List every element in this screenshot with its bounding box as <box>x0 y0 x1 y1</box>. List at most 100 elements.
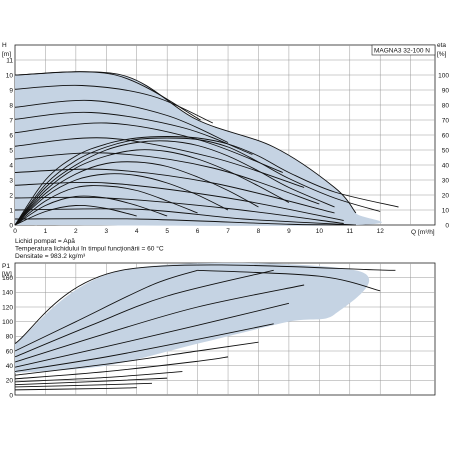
y-tick-label: 20 <box>6 378 14 385</box>
curve-15 <box>14 140 335 226</box>
curve-3 <box>14 284 305 363</box>
curve-11 <box>14 218 356 226</box>
curve-19 <box>14 185 198 226</box>
curve-7 <box>14 168 335 214</box>
curve-21 <box>14 204 137 226</box>
y2-tick-label: 30 <box>442 177 450 184</box>
x-tick-label: 7 <box>226 228 230 235</box>
y-tick-label: 5 <box>9 147 13 154</box>
x-tick-label: 4 <box>135 228 139 235</box>
y2-tick-label: 60 <box>442 132 450 139</box>
y-tick-label: 7 <box>9 117 13 124</box>
x-tick-label: 11 <box>346 228 353 235</box>
curve-3 <box>14 111 253 155</box>
y-tick-label: 160 <box>2 275 13 282</box>
top-curves <box>14 71 399 226</box>
y-tick-label: 40 <box>6 363 14 370</box>
y-tick-label: 6 <box>9 132 13 139</box>
x-tick-label: 10 <box>316 228 324 235</box>
y-tick-label: 4 <box>9 162 13 169</box>
y-tick-label: 140 <box>2 290 13 297</box>
model-label: MAGNA3 32-100 N <box>374 48 430 55</box>
y2-tick-label: 70 <box>442 117 450 124</box>
curve-16 <box>14 149 290 226</box>
note-temperature: Temperatura lichidului în timpul funcțio… <box>15 245 164 253</box>
y-tick-label: 120 <box>2 304 13 311</box>
y-tick-label: 0 <box>9 222 13 229</box>
curve-8 <box>14 371 183 383</box>
y2-tick-label: 50 <box>442 147 450 154</box>
y-tick-label: 0 <box>9 392 13 399</box>
curve-2 <box>14 99 229 143</box>
curve-11 <box>14 387 137 391</box>
y-tick-label: 3 <box>9 177 13 184</box>
x-tick-label: 8 <box>257 228 261 235</box>
curve-10 <box>14 382 152 388</box>
y2-tick-label: 10 <box>442 207 450 214</box>
curve-5 <box>14 323 274 372</box>
y-axis-label-p1: P1 <box>2 263 10 270</box>
curve-0 <box>14 264 396 345</box>
x-tick-label: 9 <box>287 228 291 235</box>
x-axis-label-q: Q <box>411 229 416 236</box>
y2-tick-label: 40 <box>442 162 450 169</box>
x-tick-label: 6 <box>196 228 200 235</box>
y-axis-unit-m: [m] <box>2 51 11 58</box>
curve-12 <box>197 269 381 292</box>
x-tick-label: 1 <box>44 228 48 235</box>
y-tick-label: 10 <box>6 72 14 79</box>
model-label-box <box>371 44 436 56</box>
y-axis-label-h: H <box>2 42 7 49</box>
y-tick-label: 11 <box>6 57 13 64</box>
curve-14 <box>14 137 381 226</box>
y-tick-label: 60 <box>6 348 14 355</box>
curve-4 <box>14 122 283 173</box>
curve-9 <box>14 377 168 386</box>
y2-tick-label: 0 <box>445 222 449 229</box>
curve-8 <box>14 181 344 221</box>
x-tick-label: 2 <box>74 228 78 235</box>
curve-6 <box>14 341 259 376</box>
curve-4 <box>14 302 290 368</box>
x-tick-label: 0 <box>13 228 17 235</box>
x-axis-unit: [m³/h] <box>418 229 435 236</box>
curve-13 <box>14 136 399 226</box>
y-tick-label: 80 <box>6 334 14 341</box>
y2-tick-label: 20 <box>442 192 450 199</box>
y-axis-unit-w: [W] <box>2 271 12 278</box>
y2-axis-label-eta: eta <box>437 42 446 49</box>
curve-10 <box>14 208 356 226</box>
curve-20 <box>14 195 168 226</box>
curve-12 <box>14 71 357 214</box>
curve-2 <box>14 269 274 358</box>
y-tick-label: 100 <box>2 319 13 326</box>
curve-18 <box>14 173 229 226</box>
y2-axis-unit-pct: [%] <box>437 51 447 58</box>
curve-1 <box>14 269 198 352</box>
note-density: Densitate = 983.2 kg/m³ <box>15 253 86 260</box>
y2-tick-label: 80 <box>442 102 450 109</box>
curve-1 <box>14 84 214 124</box>
y2-tick-label: 90 <box>442 87 450 94</box>
x-tick-label: 12 <box>377 228 385 235</box>
bottom-curves <box>14 264 396 391</box>
top-y2-tick-labels: 0 10 20 30 40 50 60 70 80 90 100 <box>438 72 449 229</box>
curve-6 <box>14 152 320 205</box>
y2-tick-label: 100 <box>438 72 449 79</box>
curve-5 <box>14 137 305 188</box>
top-y-tick-labels: 0 1 2 3 4 5 6 7 8 9 10 11 <box>6 57 14 229</box>
bottom-y-tick-labels: 0 20 40 60 80 100 120 140 160 <box>2 275 13 399</box>
y-tick-label: 8 <box>9 102 13 109</box>
top-x-tick-labels: 0 1 2 3 4 5 6 7 8 9 10 11 12 <box>13 228 384 235</box>
y-tick-label: 2 <box>9 192 13 199</box>
top-operating-area <box>15 71 382 226</box>
operating-area <box>15 71 382 226</box>
x-tick-label: 5 <box>165 228 169 235</box>
y-tick-label: 1 <box>9 207 13 214</box>
power-panel: 0 20 40 60 80 100 120 140 160 P1 [W] <box>2 262 436 399</box>
curve-17 <box>14 161 259 226</box>
note-liquid: Lichid pompat = Apă <box>15 238 75 245</box>
bottom-operating-area <box>15 262 370 373</box>
